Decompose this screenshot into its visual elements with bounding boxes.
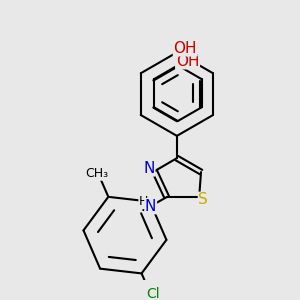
Text: N: N — [143, 161, 155, 176]
Text: S: S — [199, 192, 208, 207]
Text: Cl: Cl — [147, 287, 160, 300]
Text: OH: OH — [173, 41, 197, 56]
Text: CH₃: CH₃ — [85, 167, 108, 180]
Text: H: H — [139, 196, 148, 208]
Text: OH: OH — [176, 54, 199, 69]
Text: N: N — [145, 199, 156, 214]
